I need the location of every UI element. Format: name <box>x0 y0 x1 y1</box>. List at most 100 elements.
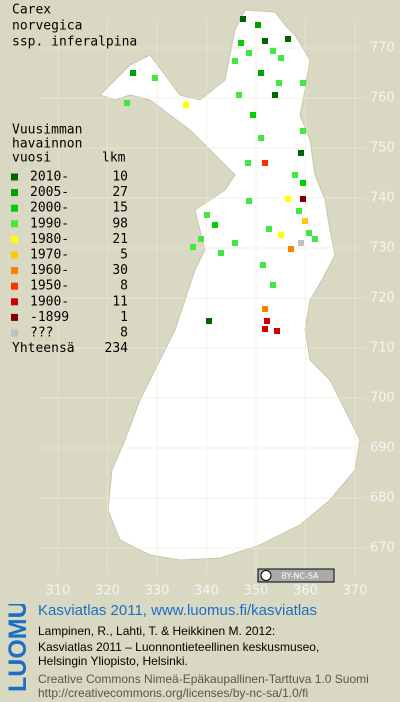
legend-heading: Vuusimman <box>12 123 82 138</box>
observation-square <box>266 226 272 232</box>
citation-line: Lampinen, R., Lahti, T. & Heikkinen M. 2… <box>38 624 276 638</box>
northing-label: 710 <box>370 341 395 356</box>
observation-square <box>278 55 284 61</box>
observation-square <box>206 318 212 324</box>
easting-label: 360 <box>293 584 318 599</box>
observation-square <box>278 232 284 238</box>
northing-label: 690 <box>370 441 395 456</box>
observation-square <box>300 196 306 202</box>
observation-square <box>246 50 252 56</box>
observation-square <box>232 58 238 64</box>
observation-square <box>124 100 130 106</box>
legend-swatch <box>11 204 18 212</box>
observation-square <box>152 75 158 81</box>
northing-label: 700 <box>370 391 395 406</box>
observation-square <box>204 212 210 218</box>
legend-label: 2005- <box>30 185 69 200</box>
legend-swatch <box>11 173 18 181</box>
badge-text: BY-NC-SA <box>281 572 319 581</box>
legend-total-label: Yhteensä <box>12 341 75 356</box>
legend-count: 98 <box>112 216 128 231</box>
observation-square <box>255 22 261 28</box>
legend-swatch <box>11 189 18 197</box>
easting-label: 330 <box>145 584 170 599</box>
legend-label: 1950- <box>30 279 69 294</box>
legend-label: 1900- <box>30 294 69 309</box>
legend-swatch <box>11 251 18 259</box>
observation-square <box>285 196 291 202</box>
easting-label: 350 <box>244 584 269 599</box>
legend-count: 11 <box>112 294 128 309</box>
badge-box <box>257 568 335 583</box>
observation-square <box>258 70 264 76</box>
observation-square <box>300 128 306 134</box>
license-line: Creative Commons Nimeä-Epäkaupallinen-Ta… <box>38 672 369 686</box>
observation-square <box>240 16 246 22</box>
legend-swatch <box>11 298 18 306</box>
legend-count: 1 <box>120 310 128 325</box>
northing-label: 740 <box>370 191 395 206</box>
grid <box>40 20 365 575</box>
observation-square <box>262 306 268 312</box>
observation-square <box>270 48 276 54</box>
title-line: norvegica <box>12 19 82 34</box>
observation-square <box>302 218 308 224</box>
observation-square <box>306 230 312 236</box>
observation-square <box>264 318 270 324</box>
observation-square <box>272 92 278 98</box>
labels: 770 760 750 740 730 720 710 700 690 680 670 310 320 3… <box>11 3 395 599</box>
legend-label: 1960- <box>30 263 69 278</box>
observation-square <box>274 328 280 334</box>
easting-label: 310 <box>46 584 71 599</box>
map: 770 760 750 740 730 720 710 700 690 680 670 310 320 3… <box>11 3 395 599</box>
citation-line: Kasviatlas 2011 – Luonnontieteellinen ke… <box>38 640 320 654</box>
observation-square <box>262 160 268 166</box>
observation-square <box>300 180 306 186</box>
observation-square <box>246 198 252 204</box>
observation-square <box>298 150 304 156</box>
easting-label: 320 <box>95 584 120 599</box>
legend-count: 8 <box>120 326 128 341</box>
observation-square <box>236 92 242 98</box>
observation-square <box>258 135 264 141</box>
logo-text: LUOMUS <box>4 604 32 692</box>
finland-outline <box>99 9 361 561</box>
observation-square <box>218 250 224 256</box>
observation-square <box>250 112 256 118</box>
observation-square <box>262 326 268 332</box>
legend-swatch <box>11 329 18 337</box>
legend-swatch <box>11 235 18 243</box>
legend-count: 15 <box>112 201 128 216</box>
legend-label: 2000- <box>30 201 69 216</box>
observation-square <box>238 40 244 46</box>
legend-swatch <box>11 267 18 275</box>
citation-line: Helsingin Yliopisto, Helsinki. <box>38 654 188 668</box>
legend-swatch <box>11 313 18 321</box>
legend-heading: havainnon <box>12 137 82 152</box>
observation-square <box>288 246 294 252</box>
observation-square <box>292 172 298 178</box>
legend-swatch <box>11 220 18 228</box>
observation-square <box>232 240 238 246</box>
observation-square <box>276 80 282 86</box>
observation-square <box>198 236 204 242</box>
observation-square <box>260 262 266 268</box>
legend-count: 8 <box>120 279 128 294</box>
observation-square <box>285 36 291 42</box>
observation-square <box>312 236 318 242</box>
observation-square <box>190 244 196 250</box>
legend-count: 27 <box>112 185 128 200</box>
observation-squares <box>124 16 318 334</box>
observation-square <box>300 80 306 86</box>
title-line: ssp. inferalpina <box>12 35 137 50</box>
northing-label: 760 <box>370 91 395 106</box>
legend-col-count: lkm <box>102 151 126 166</box>
legend-label: 1980- <box>30 232 69 247</box>
observation-square <box>296 208 302 214</box>
legend-label: 1990- <box>30 216 69 231</box>
legend-label: -1899 <box>30 310 69 325</box>
northing-label: 750 <box>370 141 395 156</box>
northing-label: 730 <box>370 241 395 256</box>
legend-count: 10 <box>112 170 128 185</box>
